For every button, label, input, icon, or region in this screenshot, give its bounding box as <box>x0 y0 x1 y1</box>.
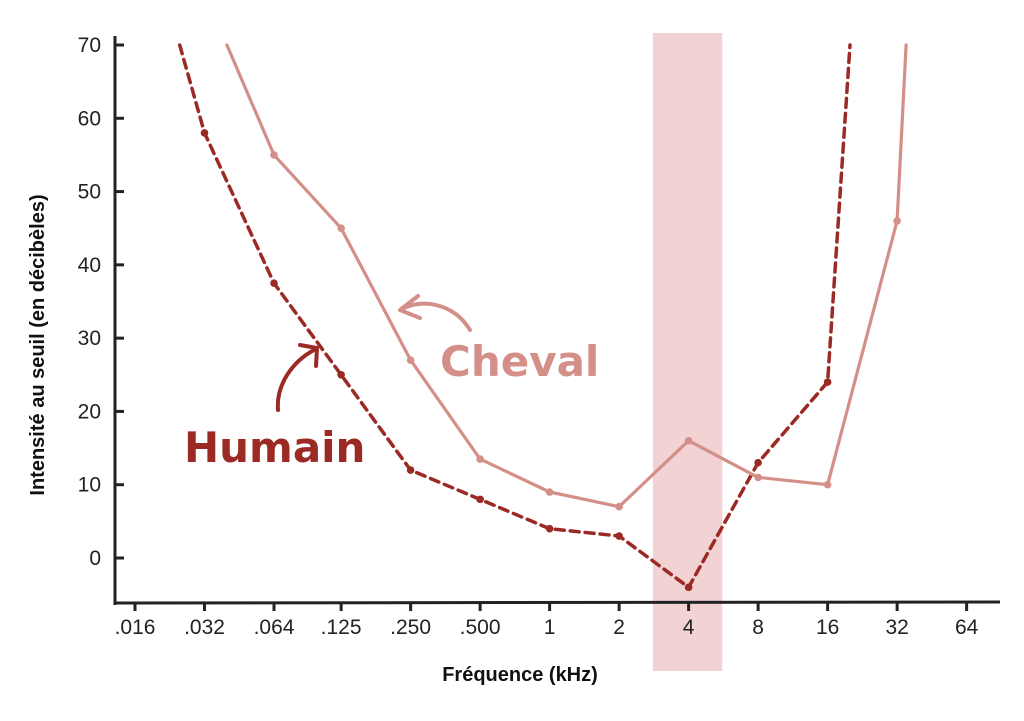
cheval-arrow-icon <box>402 301 472 332</box>
cheval-arrowhead-icon <box>398 294 422 320</box>
series-line-cheval <box>225 43 908 509</box>
data-point <box>823 378 832 386</box>
x-axis-title: Fréquence (kHz) <box>442 664 598 686</box>
y-tick-label: 10 <box>78 474 101 497</box>
x-tick-label: .064 <box>254 616 295 639</box>
data-point <box>337 370 345 379</box>
y-tick-label: 50 <box>78 181 101 204</box>
data-point <box>545 488 554 496</box>
x-tick-label: 8 <box>752 616 764 639</box>
data-point <box>545 524 554 533</box>
x-tick-label: .125 <box>321 616 362 639</box>
data-point <box>200 129 209 137</box>
data-point <box>684 436 693 445</box>
data-point <box>615 502 623 511</box>
data-point <box>476 455 484 463</box>
axes: 0 10 20 30 40 50 60 70 .016 .032 .064 .125 .250 .500 1… <box>78 34 1001 639</box>
series-label-humain: Humain <box>184 343 365 472</box>
series-layer <box>177 43 908 592</box>
data-point <box>754 458 762 467</box>
data-point <box>893 217 901 225</box>
y-tick-label: 30 <box>78 327 101 350</box>
data-point <box>270 151 278 159</box>
highlight-band <box>652 33 723 671</box>
x-tick-label: .500 <box>460 616 501 639</box>
y-axis-title: Intensité au seuil (en décibèles) <box>27 194 49 495</box>
x-tick-label: .032 <box>184 616 225 639</box>
data-point <box>406 466 415 474</box>
highlight-band-layer <box>652 33 723 671</box>
x-tick-label: .016 <box>115 616 156 639</box>
data-point <box>615 532 623 540</box>
y-tick-label: 70 <box>78 34 101 57</box>
x-tick-label: 32 <box>885 616 908 639</box>
series-label-cheval: Cheval <box>398 294 599 386</box>
humain-arrow-icon <box>275 348 316 412</box>
y-tick-label: 40 <box>78 254 101 277</box>
y-tick-label: 60 <box>78 107 101 130</box>
humain-label: Humain <box>184 423 365 472</box>
data-point <box>754 473 762 482</box>
x-tick-label: 4 <box>683 616 695 639</box>
data-point <box>476 495 484 504</box>
x-axis-line <box>114 600 1001 605</box>
data-point <box>270 279 278 287</box>
data-point <box>406 356 415 364</box>
x-tick-label: 16 <box>816 616 839 639</box>
series-cheval <box>225 43 908 511</box>
data-point <box>684 583 693 592</box>
series-humain <box>177 43 852 592</box>
series-line-humain <box>177 43 852 590</box>
cheval-label: Cheval <box>440 337 599 386</box>
data-point <box>823 480 832 489</box>
y-tick-label: 20 <box>78 400 101 423</box>
data-point <box>337 224 345 233</box>
x-tick-label: 64 <box>955 616 979 639</box>
x-tick-label: .250 <box>390 616 431 639</box>
humain-arrowhead-icon <box>298 343 319 368</box>
x-tick-label: 2 <box>613 616 625 639</box>
y-tick-label: 0 <box>89 547 101 570</box>
x-tick-label: 1 <box>544 616 556 639</box>
